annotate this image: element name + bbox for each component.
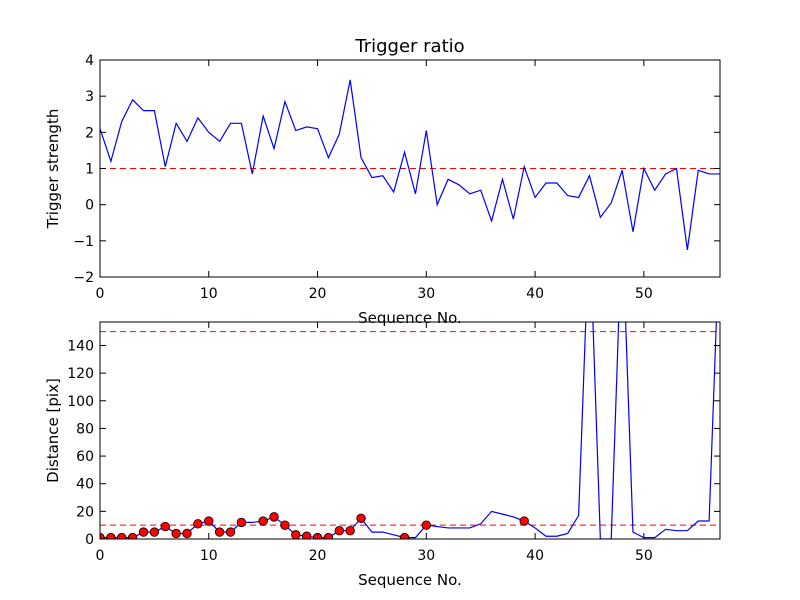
data-point-marker — [301, 531, 312, 539]
y-tick-label: 140 — [67, 338, 94, 354]
y-tick-label: 0 — [85, 198, 94, 214]
y-axis-label: Distance [pix] — [44, 378, 62, 483]
x-tick-label: 10 — [200, 548, 218, 564]
x-tick-label: 20 — [309, 286, 327, 302]
x-tick-label: 40 — [526, 286, 544, 302]
series-line-0 — [100, 322, 717, 539]
data-point-marker — [225, 527, 236, 537]
x-tick-label: 0 — [96, 548, 105, 564]
x-tick-label: 50 — [635, 548, 653, 564]
data-point-marker — [258, 516, 268, 526]
distance-panel: 0 10 20 30 40 50 0 20 40 60 80 100 120 140 Sequence No… — [44, 321, 721, 589]
y-tick-label: 1 — [85, 162, 94, 178]
data-point-marker — [399, 532, 410, 539]
data-point-marker — [182, 528, 192, 539]
y-tick-label: 20 — [76, 504, 94, 520]
data-point-marker — [106, 532, 116, 539]
y-tick-label: 80 — [76, 421, 94, 437]
data-point-marker — [519, 516, 529, 526]
x-tick-label: 0 — [96, 286, 105, 302]
y-tick-label: 100 — [67, 394, 94, 410]
x-tick-label: 30 — [417, 548, 435, 564]
data-point-marker — [100, 532, 105, 539]
chart-title: Trigger ratio — [354, 36, 464, 57]
x-tick-label: 50 — [635, 286, 653, 302]
y-tick-label: 2 — [85, 125, 94, 141]
data-point-marker — [127, 532, 138, 539]
x-tick-label: 30 — [417, 286, 435, 302]
x-axis-label: Sequence No. — [358, 571, 462, 589]
y-tick-label: −2 — [73, 270, 94, 286]
series-line-0 — [100, 79, 720, 250]
data-point-marker — [323, 532, 334, 539]
data-point-marker — [117, 532, 127, 539]
data-point-marker — [291, 530, 301, 539]
data-point-marker — [345, 526, 355, 536]
y-tick-label: 4 — [85, 53, 94, 69]
data-point-marker — [160, 521, 170, 532]
data-point-marker — [149, 527, 160, 537]
x-tick-label: 40 — [526, 548, 544, 564]
y-tick-label: 40 — [76, 477, 94, 493]
y-tick-label: 120 — [67, 366, 94, 382]
data-point-marker — [236, 517, 247, 528]
data-point-marker — [280, 520, 290, 530]
data-point-marker — [269, 512, 279, 522]
y-axis-label: Trigger strength — [44, 109, 62, 230]
data-point-marker — [356, 513, 366, 523]
data-point-marker — [421, 520, 432, 530]
data-point-marker — [171, 528, 181, 539]
y-tick-label: 0 — [85, 532, 94, 548]
data-point-marker — [138, 527, 149, 537]
data-point-marker — [214, 527, 225, 537]
data-point-marker — [334, 526, 344, 536]
y-tick-label: −1 — [73, 234, 94, 250]
data-point-marker — [193, 519, 203, 529]
data-point-marker — [204, 516, 214, 526]
axes-frame — [99, 321, 721, 540]
x-axis-label: Sequence No. — [358, 309, 462, 327]
trigger-ratio-panel: 0 10 20 30 40 50 −2 −1 0 1 2 3 4 Sequence No. Trigger … — [44, 36, 721, 327]
x-tick-label: 10 — [200, 286, 218, 302]
y-tick-label: 3 — [85, 89, 94, 105]
y-tick-label: 60 — [76, 449, 94, 465]
x-tick-label: 20 — [309, 548, 327, 564]
